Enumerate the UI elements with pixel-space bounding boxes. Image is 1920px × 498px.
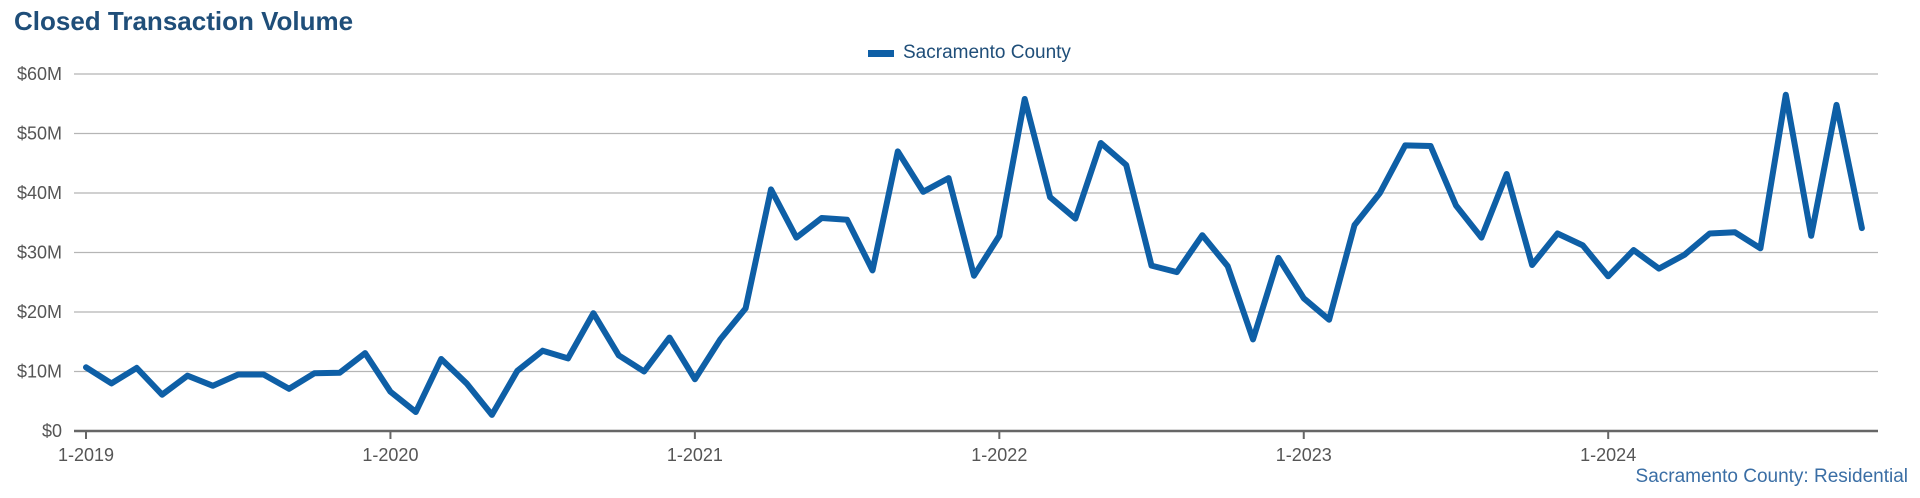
x-tick-label-3: 1-2022 [971, 445, 1027, 465]
x-tick-label-2: 1-2021 [667, 445, 723, 465]
footer-note: Sacramento County: Residential [1635, 466, 1908, 487]
x-tick-label-0: 1-2019 [58, 445, 114, 465]
y-tick-label-5: $50M [17, 124, 62, 144]
y-tick-label-4: $40M [17, 183, 62, 203]
legend[interactable]: Sacramento County [868, 42, 1071, 64]
series-line-sacramento-county [83, 91, 1865, 418]
legend-swatch [868, 49, 894, 57]
chart-title: Closed Transaction Volume [14, 6, 354, 36]
y-tick-label-2: $20M [17, 302, 62, 322]
legend-label-sacramento-county: Sacramento County [903, 42, 1071, 63]
x-tick-label-4: 1-2023 [1276, 445, 1332, 465]
y-tick-label-0: $0 [42, 421, 62, 441]
y-tick-label-6: $60M [17, 64, 62, 84]
x-tick-label-5: 1-2024 [1580, 445, 1636, 465]
x-tick-label-1: 1-2020 [362, 445, 418, 465]
y-tick-label-1: $10M [17, 362, 62, 382]
y-tick-label-3: $30M [17, 243, 62, 263]
